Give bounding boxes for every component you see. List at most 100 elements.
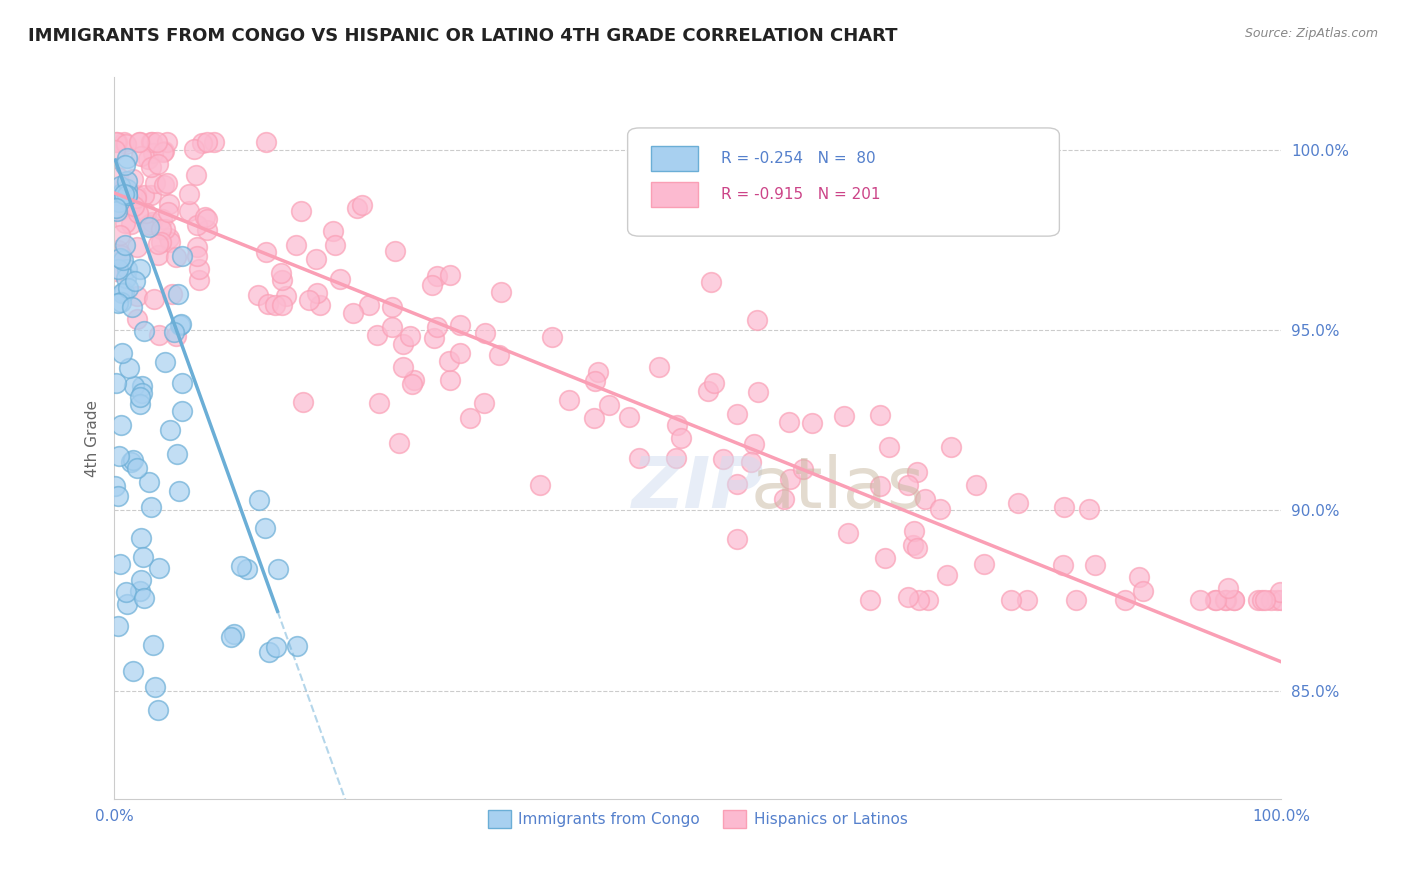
Point — [104, 136, 127, 150]
Point — [1064, 593, 1087, 607]
Point — [122, 452, 145, 467]
Point — [388, 435, 411, 450]
Point — [110, 248, 132, 262]
Point — [104, 479, 127, 493]
Point — [110, 295, 132, 310]
Point — [897, 478, 920, 492]
Point — [1265, 593, 1288, 607]
Point — [1260, 593, 1282, 607]
Point — [725, 407, 748, 421]
Point — [150, 222, 173, 236]
Point — [124, 274, 146, 288]
Point — [725, 532, 748, 546]
Point — [125, 288, 148, 302]
Point — [586, 365, 609, 379]
Point — [274, 289, 297, 303]
Point — [929, 502, 952, 516]
Point — [129, 573, 152, 587]
Point — [107, 489, 129, 503]
Point — [129, 531, 152, 545]
Point — [153, 144, 176, 158]
Point — [169, 318, 191, 332]
Point — [229, 558, 252, 573]
Point — [107, 243, 129, 257]
Point — [305, 286, 328, 301]
Point — [879, 441, 901, 455]
Y-axis label: 4th Grade: 4th Grade — [86, 400, 100, 476]
Point — [350, 198, 373, 212]
Point — [254, 136, 277, 150]
Point — [146, 136, 169, 150]
Point — [474, 396, 496, 410]
Point — [128, 136, 150, 150]
Point — [778, 415, 800, 429]
Point — [128, 136, 150, 150]
Point — [125, 312, 148, 326]
Point — [153, 178, 176, 193]
Point — [747, 384, 769, 399]
Point — [665, 418, 688, 433]
Point — [115, 188, 138, 202]
Point — [179, 204, 201, 219]
Point — [148, 237, 170, 252]
Point — [107, 295, 129, 310]
Point — [156, 136, 179, 150]
Point — [139, 160, 162, 174]
Point — [115, 182, 138, 196]
Point — [195, 212, 218, 227]
Point — [869, 408, 891, 422]
Point — [136, 218, 159, 232]
Point — [195, 136, 218, 150]
Point — [121, 171, 143, 186]
Point — [1084, 558, 1107, 573]
Point — [127, 461, 149, 475]
Point — [141, 215, 163, 229]
Point — [167, 286, 190, 301]
Point — [108, 178, 131, 193]
Point — [105, 201, 128, 215]
Point — [194, 210, 217, 224]
Point — [138, 152, 160, 166]
Point — [112, 187, 135, 202]
Point — [170, 376, 193, 390]
Point — [801, 416, 824, 430]
Point — [917, 593, 939, 607]
Text: Source: ZipAtlas.com: Source: ZipAtlas.com — [1244, 27, 1378, 40]
Point — [264, 298, 287, 312]
Point — [142, 145, 165, 160]
Point — [120, 454, 142, 468]
Point — [257, 645, 280, 659]
Point — [1077, 502, 1099, 516]
Point — [143, 176, 166, 190]
Point — [903, 524, 925, 538]
Point — [346, 201, 368, 215]
FancyBboxPatch shape — [651, 182, 697, 207]
Point — [129, 584, 152, 599]
Point — [1015, 593, 1038, 607]
Point — [908, 593, 931, 607]
Point — [170, 404, 193, 418]
Point — [266, 640, 288, 655]
Point — [108, 228, 131, 243]
Point — [132, 188, 155, 202]
Point — [104, 143, 127, 157]
Point — [114, 237, 136, 252]
Point — [112, 285, 135, 300]
Point — [905, 541, 928, 555]
Point — [143, 292, 166, 306]
Point — [111, 186, 134, 201]
Point — [121, 301, 143, 315]
Point — [141, 187, 163, 202]
Text: atlas: atlas — [751, 454, 925, 523]
Point — [188, 273, 211, 287]
Point — [271, 298, 294, 312]
Point — [115, 151, 138, 165]
Point — [163, 325, 186, 339]
Point — [235, 562, 257, 576]
Point — [903, 537, 925, 551]
Point — [166, 447, 188, 461]
Point — [583, 375, 606, 389]
Point — [165, 250, 187, 264]
Point — [155, 222, 177, 236]
Point — [582, 410, 605, 425]
